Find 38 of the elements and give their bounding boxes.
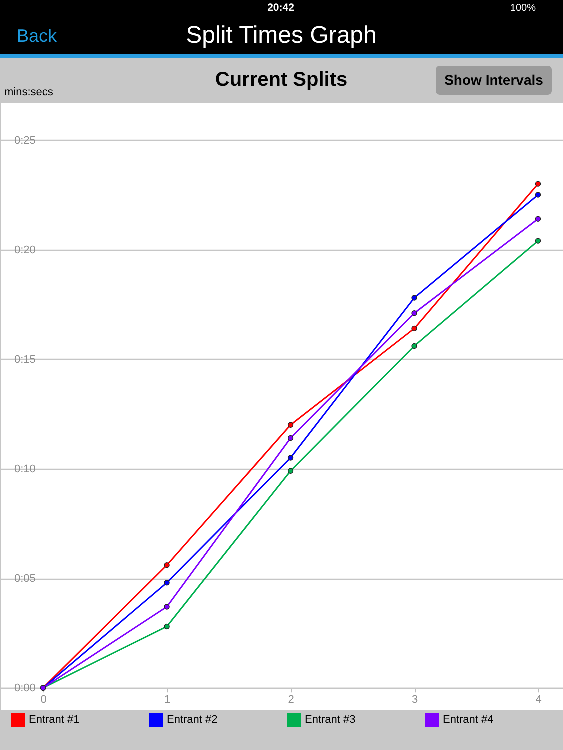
legend-label: Entrant #2 bbox=[167, 714, 218, 726]
text: Show Intervals bbox=[444, 72, 544, 88]
text: 100% bbox=[510, 3, 536, 14]
y-tick-label: 0:20 bbox=[14, 244, 36, 256]
legend-label: Entrant #3 bbox=[305, 714, 356, 726]
y-axis-title: mins:secs bbox=[4, 86, 54, 98]
point bbox=[412, 343, 418, 350]
y-tick-label: 0:00 bbox=[14, 682, 36, 695]
x-tick-label: 4 bbox=[536, 694, 542, 706]
point bbox=[535, 238, 542, 244]
chart-title: Split Times Graph bbox=[186, 22, 377, 49]
y-tick-label: 0:05 bbox=[14, 573, 36, 586]
legend-label: Entrant #1 bbox=[29, 714, 80, 726]
x-tick-label: 0 bbox=[40, 694, 47, 706]
point bbox=[535, 216, 542, 222]
chart-subtitle: Current Splits bbox=[215, 69, 348, 91]
point bbox=[164, 604, 170, 610]
point bbox=[412, 295, 418, 301]
point bbox=[288, 468, 294, 474]
x-tick-label: 2 bbox=[288, 694, 294, 706]
point bbox=[535, 192, 542, 198]
point bbox=[164, 580, 170, 586]
point bbox=[288, 455, 294, 461]
point bbox=[288, 435, 294, 442]
x-tick-label: 1 bbox=[164, 694, 171, 706]
point bbox=[288, 422, 294, 428]
point bbox=[535, 181, 542, 187]
point bbox=[164, 562, 170, 568]
point bbox=[412, 310, 418, 316]
y-tick-label: 0:10 bbox=[14, 463, 36, 476]
y-tick-label: 0:15 bbox=[14, 354, 36, 366]
y-tick-label: 0:25 bbox=[14, 134, 36, 147]
legend-label: Entrant #4 bbox=[443, 714, 494, 726]
point bbox=[164, 624, 170, 630]
x-tick-label: 3 bbox=[412, 694, 418, 706]
point bbox=[412, 326, 418, 332]
text: 20:42 bbox=[268, 2, 295, 14]
text: Back bbox=[17, 26, 58, 46]
